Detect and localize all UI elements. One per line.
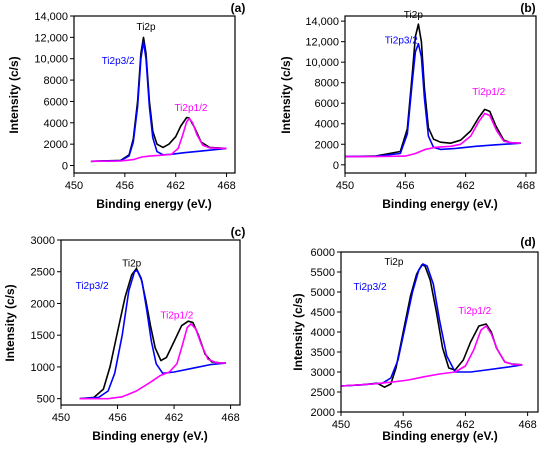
series-line-1 [90,40,227,163]
plot-frame [60,239,241,406]
x-tick-label: 462 [165,412,183,424]
y-tick-label: 12,000 [305,37,339,49]
x-axis-label: Binding energy (eV.) [96,197,212,211]
panel-d: 450 456 462 468 2000 2500 3000 3500 4000 4500 5000… [291,235,539,443]
x-tick-label: 468 [217,180,235,192]
y-tick-label: 500 [37,394,55,406]
y-axis-label: Intensity (c/s) [7,56,21,133]
y-tick-label: 3500 [311,347,335,359]
y-tick-label: 4000 [311,327,335,339]
y-tick-label: 8000 [44,75,68,87]
series-line-1 [340,263,523,387]
x-tick-label: 462 [456,419,474,431]
peak-annotation: Ti2p3/2 [354,282,387,293]
x-tick-label: 456 [116,180,134,192]
x-tick-label: 462 [167,180,185,192]
y-tick-label: 0 [62,161,68,173]
peak-annotation: Ti2p3/2 [385,36,418,47]
x-axis-label: Binding energy (eV.) [382,197,498,211]
peak-annotation: Ti2p [404,10,424,21]
x-tick-label: 468 [518,419,536,431]
panel-label: (b) [520,1,535,15]
y-tick-label: 4000 [44,118,68,130]
x-tick-label: 462 [456,180,474,192]
x-tick-label: 456 [396,180,414,192]
y-tick-label: 1000 [31,362,55,374]
y-tick-label: 2000 [31,298,55,310]
y-tick-label: 14,000 [305,16,339,28]
panel-label: (c) [231,225,246,239]
y-tick-label: 2000 [315,139,339,151]
y-tick-label: 10,000 [305,57,339,69]
y-tick-label: 1500 [31,330,55,342]
plot-frame [73,15,236,174]
y-tick-label: 6000 [311,247,335,259]
x-tick-label: 450 [52,412,70,424]
x-tick-label: 456 [108,412,126,424]
x-tick-label: 456 [394,419,412,431]
y-axis-label: Intensity (c/s) [3,284,17,361]
y-tick-label: 6000 [44,96,68,108]
y-tick-label: 2500 [311,387,335,399]
y-tick-label: 6000 [315,98,339,110]
y-tick-label: 2000 [44,139,68,151]
y-tick-label: 4500 [311,307,335,319]
y-tick-label: 0 [333,160,339,172]
panel-b: 450 456 462 468 0 2000 4000 6000 8000 10,000 12,00… [279,1,537,211]
x-tick-label: 468 [221,412,239,424]
peak-annotation: Ti2p [122,259,142,270]
panel-a: 450 456 462 468 0 2000 4000 6000 8000 10,000 12,00… [7,1,245,211]
panel-c: 450 456 462 468 500 1000 1500 2000 2500 3000 Bindi… [3,225,245,443]
y-axis-label: Intensity (c/s) [291,293,305,370]
peak-annotation: Ti2p1/2 [458,306,491,317]
series-line-1 [344,42,521,158]
series-line-2 [90,117,227,163]
x-axis-label: Binding energy (eV.) [92,429,208,443]
y-axis-label: Intensity (c/s) [279,56,293,133]
x-axis-label: Binding energy (eV.) [382,429,498,443]
y-tick-label: 5000 [311,287,335,299]
series-line-2 [79,322,226,400]
x-tick-label: 450 [336,180,354,192]
peak-annotation: Ti2p1/2 [472,87,505,98]
peak-annotation: Ti2p [384,257,404,268]
y-tick-label: 2500 [31,267,55,279]
y-tick-label: 12,000 [34,32,68,44]
y-tick-label: 5500 [311,267,335,279]
y-tick-label: 4000 [315,119,339,131]
x-tick-label: 468 [517,180,535,192]
peak-annotation: Ti2p1/2 [160,311,193,322]
panel-label: (a) [231,1,246,15]
y-tick-label: 14,000 [34,11,68,23]
peak-annotation: Ti2p [136,22,156,33]
x-tick-label: 450 [65,180,83,192]
peak-annotation: Ti2p3/2 [76,281,109,292]
peak-annotation: Ti2p3/2 [102,56,135,67]
series-line-2 [340,325,523,387]
x-tick-label: 450 [332,419,350,431]
panel-label: (d) [520,235,535,249]
plot-frame [344,15,537,174]
series-line-0 [340,263,523,389]
series-line-2 [345,112,521,158]
series-line-1 [79,269,226,400]
y-tick-label: 8000 [315,78,339,90]
y-tick-label: 10,000 [34,54,68,66]
y-tick-label: 2000 [311,407,335,419]
y-tick-label: 3000 [311,367,335,379]
peak-annotation: Ti2p1/2 [174,103,207,114]
y-tick-label: 3000 [31,235,55,247]
